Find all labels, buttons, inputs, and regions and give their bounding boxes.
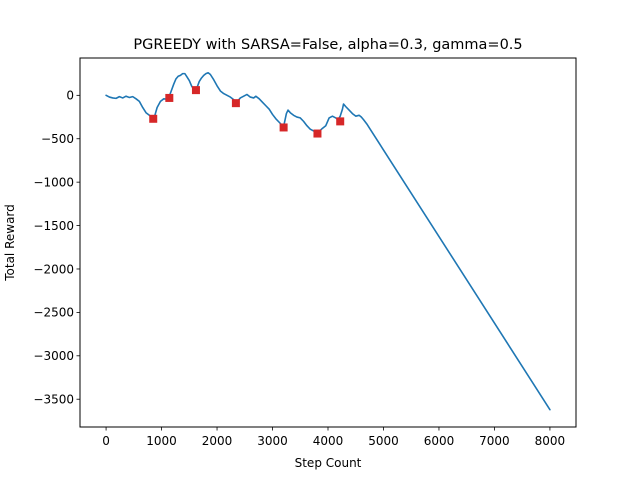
y-axis-title: Total Reward [3, 204, 17, 282]
y-tick-label: −1000 [33, 175, 74, 189]
y-tick-label: −500 [41, 132, 74, 146]
x-tick-label: 5000 [368, 434, 399, 448]
x-tick-label: 3000 [257, 434, 288, 448]
chart-title: PGREEDY with SARSA=False, alpha=0.3, gam… [133, 37, 522, 53]
marker-point-0 [149, 114, 158, 123]
x-tick-label: 2000 [202, 434, 233, 448]
x-axis-title: Step Count [295, 456, 362, 470]
marker-point-3 [231, 99, 240, 108]
y-tick-label: −1500 [33, 219, 74, 233]
y-tick-label: −2500 [33, 306, 74, 320]
y-tick-label: −3000 [33, 349, 74, 363]
marker-point-2 [191, 86, 200, 95]
marker-point-5 [313, 129, 322, 138]
marker-point-6 [336, 117, 345, 126]
y-tick-label: −2000 [33, 262, 74, 276]
y-tick-label: −3500 [33, 393, 74, 407]
marker-point-4 [279, 123, 288, 132]
x-tick-label: 4000 [313, 434, 344, 448]
x-tick-label: 8000 [535, 434, 566, 448]
x-tick-label: 0 [102, 434, 110, 448]
marker-point-1 [165, 93, 174, 102]
x-tick-label: 7000 [479, 434, 510, 448]
y-tick-label: 0 [66, 89, 74, 103]
x-tick-label: 1000 [146, 434, 177, 448]
x-tick-label: 6000 [424, 434, 455, 448]
